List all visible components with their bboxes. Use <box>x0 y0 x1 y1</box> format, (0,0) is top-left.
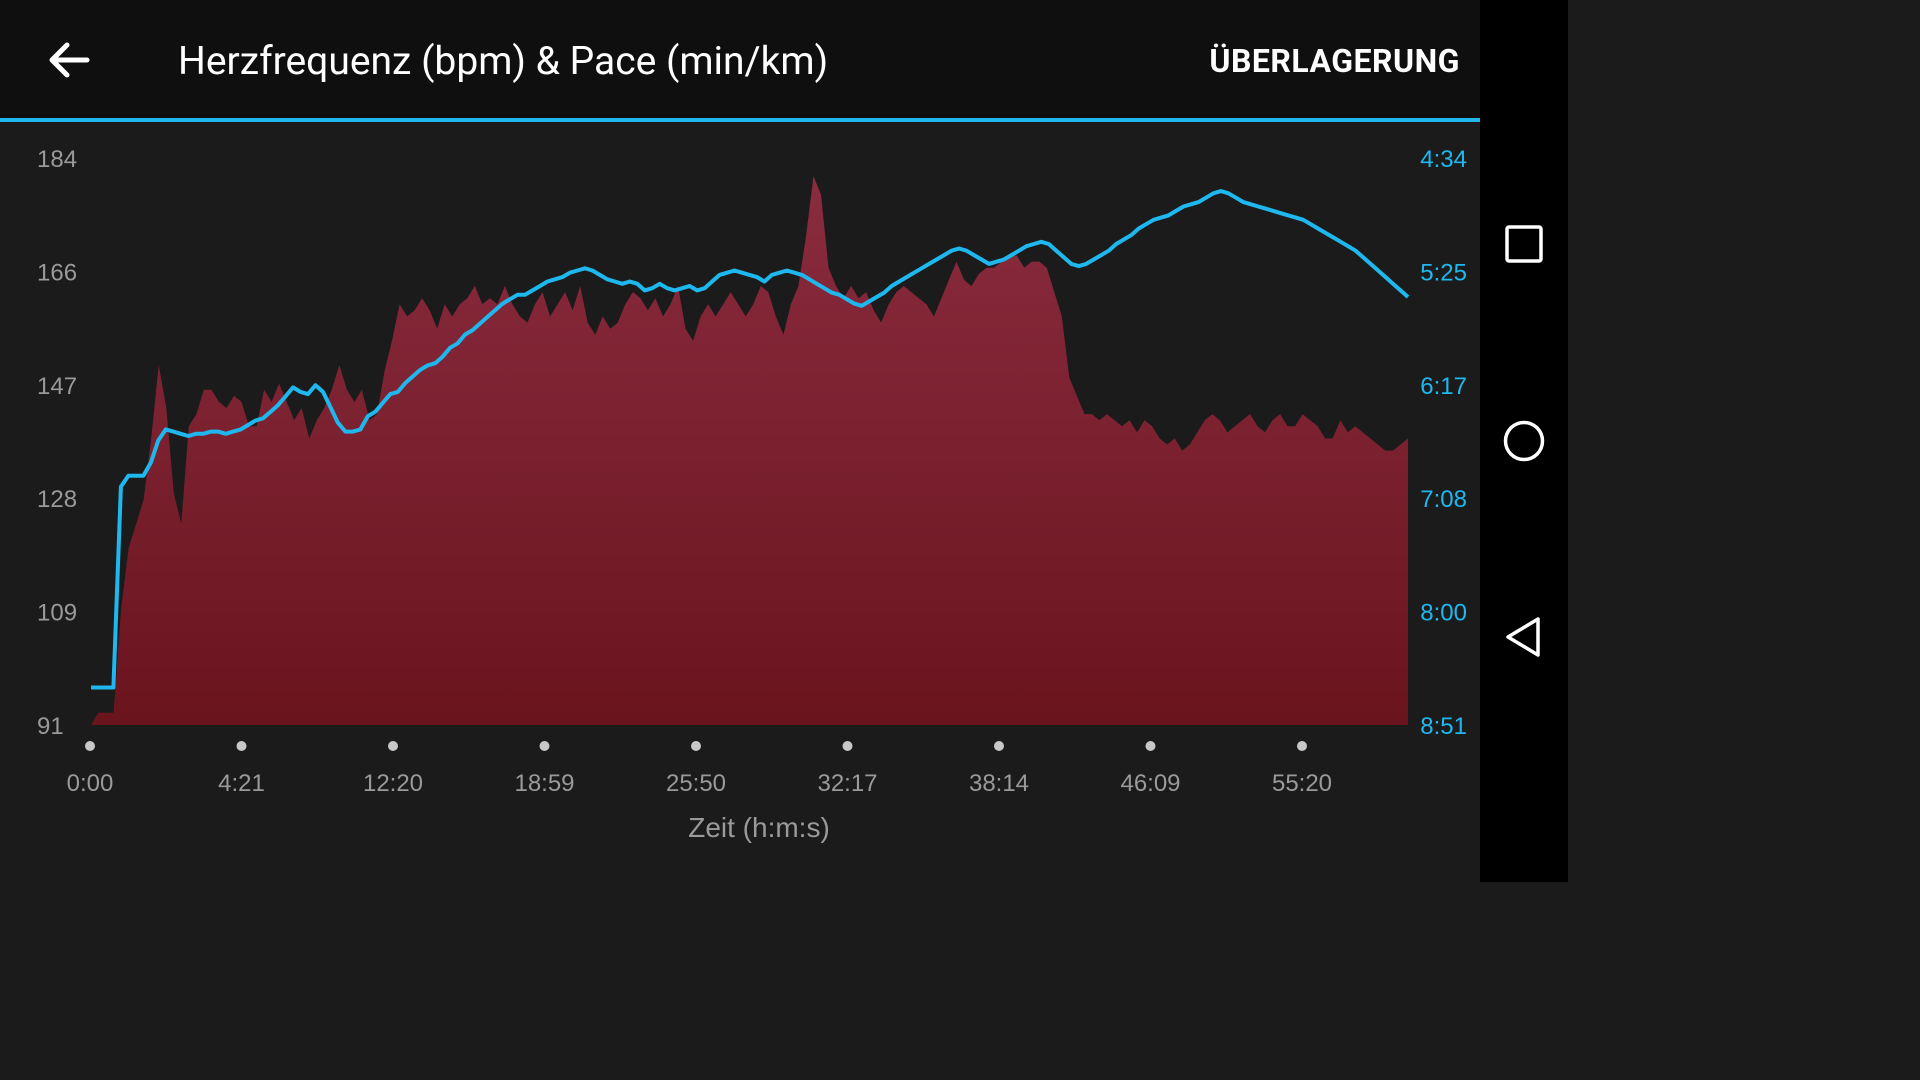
x-axis-tick-dot <box>539 741 550 751</box>
nav-back-button[interactable] <box>1494 607 1554 667</box>
chart-area: 184 166 147 128 109 91 4:34 5:25 6:17 7:08 8:00 8:5… <box>0 122 1480 882</box>
app-bar-accent-line <box>0 118 1480 122</box>
right-axis-tick-label: 8:00 <box>1420 600 1467 627</box>
overlay-button[interactable]: ÜBERLAGERUNG <box>1209 42 1460 80</box>
x-axis-tick-dot <box>691 741 701 751</box>
x-axis-tick-label: 12:20 <box>363 770 423 797</box>
pace-line <box>91 189 1410 690</box>
x-axis-tick-label: 18:59 <box>514 770 574 797</box>
left-axis-tick-label: 147 <box>37 373 77 400</box>
x-axis-tick-dot <box>85 741 95 751</box>
left-axis-tick-label: 166 <box>37 259 77 286</box>
x-axis-tick-label: 38:14 <box>969 770 1029 797</box>
x-axis-tick-label: 4:21 <box>218 770 265 797</box>
x-axis-title: Zeit (h:m:s) <box>688 812 830 843</box>
left-axis-tick-label: 184 <box>37 146 77 173</box>
x-axis-tick-label: 0:00 <box>67 770 114 797</box>
page-title: Herzfrequenz (bpm) & Pace (min/km) <box>178 38 829 84</box>
app-bar: Herzfrequenz (bpm) & Pace (min/km) ÜBERL… <box>0 0 1480 118</box>
x-axis-tick-dot <box>1145 741 1156 751</box>
heart-rate-pace-chart: 184 166 147 128 109 91 4:34 5:25 6:17 7:08 8:00 8:5… <box>37 146 1467 843</box>
triangle-left-icon <box>1506 617 1540 657</box>
left-axis-tick-label: 128 <box>37 486 77 513</box>
x-axis-tick-dot <box>236 741 247 751</box>
left-axis-tick-label: 91 <box>37 713 64 740</box>
system-nav-bar <box>1480 0 1568 882</box>
x-axis-tick-dot <box>1297 741 1307 751</box>
home-button[interactable] <box>1494 411 1554 471</box>
left-axis-tick-label: 109 <box>37 600 77 627</box>
x-axis-tick-dot <box>388 741 398 751</box>
x-axis-tick-dot <box>994 741 1004 751</box>
heart-rate-area <box>91 176 1408 726</box>
right-axis-tick-label: 8:51 <box>1420 713 1467 740</box>
right-axis-tick-label: 4:34 <box>1420 146 1467 173</box>
recents-button[interactable] <box>1494 214 1554 274</box>
arrow-left-icon <box>49 42 90 78</box>
circle-icon <box>1503 420 1545 462</box>
x-axis-tick-label: 46:09 <box>1120 770 1180 797</box>
x-axis-tick-label: 25:50 <box>666 770 726 797</box>
back-button[interactable] <box>38 30 100 90</box>
x-axis-tick-label: 32:17 <box>817 770 877 797</box>
right-axis-tick-label: 6:17 <box>1420 373 1467 400</box>
right-axis-tick-label: 5:25 <box>1420 259 1467 286</box>
right-axis-tick-label: 7:08 <box>1420 486 1467 513</box>
x-axis-tick-dot <box>842 741 853 751</box>
square-icon <box>1505 225 1543 263</box>
x-axis-tick-label: 55:20 <box>1272 770 1332 797</box>
